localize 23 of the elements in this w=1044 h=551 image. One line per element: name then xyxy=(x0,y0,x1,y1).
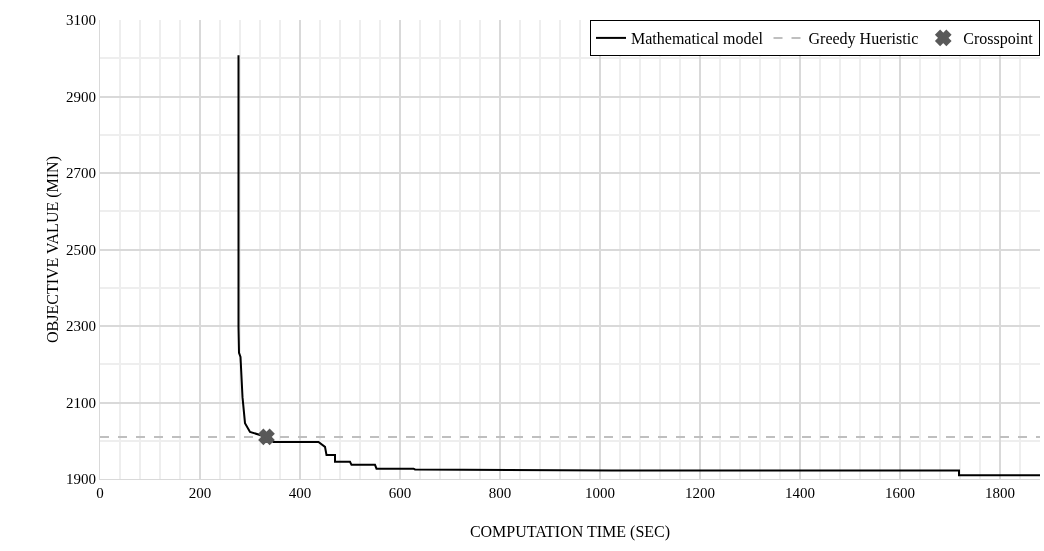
y-tick-label: 2100 xyxy=(66,394,96,411)
x-tick-label: 800 xyxy=(488,485,512,501)
x-tick-label: 200 xyxy=(188,485,212,501)
y-tick-label: 2300 xyxy=(66,318,96,335)
x-tick-label: 1200 xyxy=(685,485,715,501)
y-tick-label: 2500 xyxy=(66,241,96,258)
line-series xyxy=(237,54,1040,477)
legend-label: Mathematical model xyxy=(631,30,764,48)
x-tick-label: 0 xyxy=(96,485,104,501)
y-tick-label: 3100 xyxy=(66,12,96,29)
y-tick-label: 1900 xyxy=(66,471,96,488)
y-tick-label: 2700 xyxy=(66,165,96,182)
x-tick-label: 1400 xyxy=(785,485,815,501)
x-axis-title: COMPUTATION TIME (SEC) xyxy=(469,523,671,541)
y-axis-title: OBJECTIVE VALUE (MIN) xyxy=(44,156,62,343)
y-tick-label: 2900 xyxy=(66,88,96,105)
x-tick-label: 1600 xyxy=(885,485,915,501)
legend-label: Crosspoint xyxy=(963,30,1034,49)
x-tick-label: 400 xyxy=(288,485,312,501)
legend-label: Greedy Hueristic xyxy=(808,30,919,49)
x-tick-label: 600 xyxy=(388,485,412,501)
x-tick-label: 1000 xyxy=(585,485,615,501)
x-tick-label: 1800 xyxy=(985,485,1015,501)
